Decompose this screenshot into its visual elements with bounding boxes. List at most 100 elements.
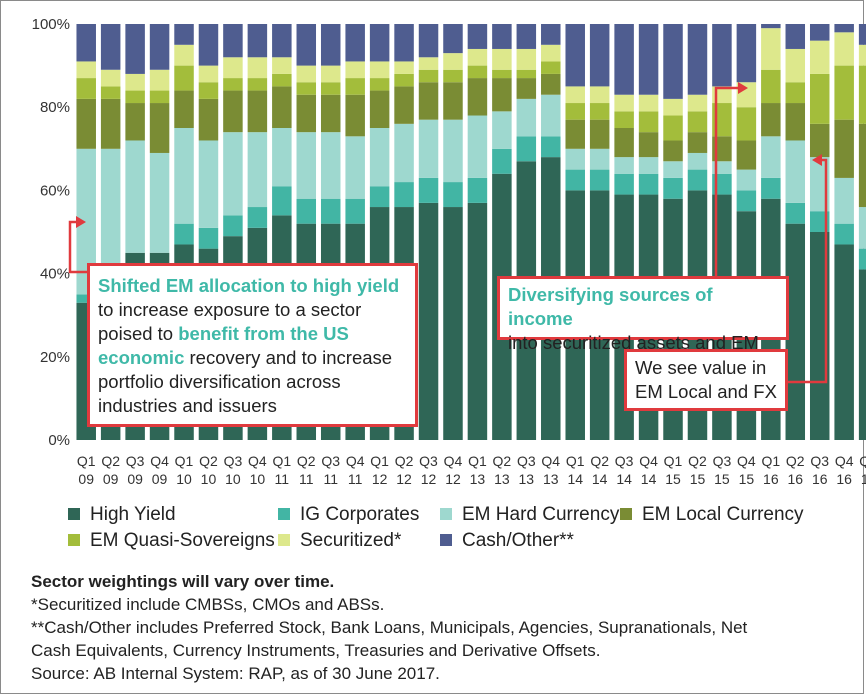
bar-segment-securitized xyxy=(394,61,414,74)
bar-segment-ig-corporates xyxy=(247,207,268,228)
bar-segment-cash-other xyxy=(687,24,708,95)
x-tick-label: 16 xyxy=(787,471,803,487)
bar-segment-em-hard-currency xyxy=(687,152,708,170)
bar-segment-securitized xyxy=(272,57,292,74)
legend: High Yield IG Corporates EM Hard Currency E… xyxy=(68,504,804,551)
bar-segment-high-yield xyxy=(418,202,439,440)
arrow-line xyxy=(714,86,738,276)
note-cash-other: **Cash/Other includes Preferred Stock, B… xyxy=(31,618,748,637)
bar-segment-em-quasi-sovereigns xyxy=(565,103,585,120)
bar-segment-cash-other xyxy=(638,24,659,95)
bar-segment-em-hard-currency xyxy=(541,94,561,137)
x-tick-label: Q2 xyxy=(688,453,707,469)
x-tick-label: Q3 xyxy=(419,453,438,469)
bar-segment-securitized xyxy=(100,69,121,87)
x-tick-label: 14 xyxy=(592,471,608,487)
x-tick-label: Q3 xyxy=(713,453,732,469)
bar-segment-securitized xyxy=(149,69,170,91)
x-tick-label: 11 xyxy=(323,471,338,487)
legend-label: EM Hard Currency xyxy=(462,504,620,525)
bar-segment-em-quasi-sovereigns xyxy=(345,78,365,95)
bar-segment-em-quasi-sovereigns xyxy=(125,90,145,104)
bar-segment-ig-corporates xyxy=(516,136,537,162)
bar-segment-em-quasi-sovereigns xyxy=(369,78,390,91)
annotation-text: poised to benefit from the US xyxy=(98,323,349,344)
bar-segment-em-quasi-sovereigns xyxy=(492,69,512,79)
annotation-text: We see value in xyxy=(635,357,767,378)
x-tick-label: 16 xyxy=(812,471,828,487)
bar-segment-em-hard-currency xyxy=(100,148,121,274)
x-tick-label: Q2 xyxy=(297,453,316,469)
bar-segment-cash-other xyxy=(149,24,170,70)
arrow-line xyxy=(68,220,87,274)
bar-segment-em-hard-currency xyxy=(198,140,219,228)
legend-swatch xyxy=(440,534,452,546)
bar-segment-em-quasi-sovereigns xyxy=(761,69,781,104)
bar-segment-ig-corporates xyxy=(296,198,317,224)
bar-segment-em-local-currency xyxy=(76,98,96,149)
bar-segment-em-quasi-sovereigns xyxy=(247,78,268,91)
arrow-head xyxy=(812,154,822,166)
bar-segment-securitized xyxy=(565,86,585,104)
x-tick-label: 09 xyxy=(78,471,94,487)
bar-segment-em-hard-currency xyxy=(761,136,781,178)
bar-segment-em-hard-currency xyxy=(418,119,439,178)
legend-label: EM Quasi-Sovereigns xyxy=(90,530,275,551)
x-tick-label: Q1 xyxy=(859,453,866,469)
bar-segment-em-local-currency xyxy=(492,78,512,112)
legend-swatch xyxy=(68,508,80,520)
x-tick-label: 15 xyxy=(665,471,681,487)
bar-segment-ig-corporates xyxy=(687,169,708,191)
bar-segment-em-quasi-sovereigns xyxy=(589,103,610,120)
x-tick-label: 15 xyxy=(714,471,730,487)
x-tick-label: 09 xyxy=(127,471,143,487)
bar-segment-securitized xyxy=(687,94,708,112)
x-tick-label: Q4 xyxy=(444,453,463,469)
arrow-head xyxy=(76,216,86,228)
annotation-text: portfolio diversification across xyxy=(98,371,341,392)
bar-segment-em-local-currency xyxy=(272,86,292,128)
bar-segment-cash-other xyxy=(663,24,683,99)
bar-segment-em-hard-currency xyxy=(589,148,610,170)
bar-segment-cash-other xyxy=(272,24,292,58)
x-tick-label: 12 xyxy=(396,471,412,487)
bar-segment-em-hard-currency xyxy=(125,140,145,253)
bar-segment-em-hard-currency xyxy=(149,152,170,253)
annotation-text: to increase exposure to a sector xyxy=(98,299,362,320)
annotation-box-em-local: We see value in EM Local and FX xyxy=(624,349,788,411)
bar-segment-cash-other xyxy=(223,24,243,58)
bar-segment-em-local-currency xyxy=(467,78,488,116)
bar-segment-cash-other xyxy=(394,24,414,62)
bar-segment-em-local-currency xyxy=(174,90,194,128)
bar-segment-em-hard-currency xyxy=(785,140,806,203)
bar-segment-ig-corporates xyxy=(76,294,96,303)
x-tick-label: Q1 xyxy=(370,453,389,469)
bar-segment-cash-other xyxy=(516,24,537,49)
bar-segment-high-yield xyxy=(443,207,463,440)
bar-segment-em-hard-currency xyxy=(492,111,512,149)
bar-segment-securitized xyxy=(247,57,268,79)
bar-segment-em-quasi-sovereigns xyxy=(149,90,170,104)
bar-segment-securitized xyxy=(663,98,683,116)
y-axis: 0% 20% 40% 60% 80% 100% xyxy=(32,16,70,449)
bar-segment-em-local-currency xyxy=(149,103,170,153)
bar-segment-em-hard-currency xyxy=(345,136,365,199)
bar-segment-ig-corporates xyxy=(541,136,561,158)
legend-label: IG Corporates xyxy=(300,504,419,525)
x-tick-label: 12 xyxy=(372,471,388,487)
legend-label: Cash/Other** xyxy=(462,530,575,551)
annotation-highlight: Diversifying sources of income xyxy=(508,284,713,329)
bar-segment-em-local-currency xyxy=(785,103,806,141)
bar-segment-em-local-currency xyxy=(638,132,659,158)
bar-segment-em-local-currency xyxy=(516,78,537,99)
bar-segment-em-local-currency xyxy=(443,82,463,120)
bar-segment-cash-other xyxy=(369,24,390,62)
x-tick-label: Q4 xyxy=(150,453,169,469)
x-tick-label: Q2 xyxy=(395,453,414,469)
bar-segment-em-quasi-sovereigns xyxy=(174,65,194,91)
bar-segment-em-local-currency xyxy=(320,94,341,133)
bar-segment-securitized xyxy=(516,48,537,70)
bar-segment-ig-corporates xyxy=(736,190,757,212)
bar-segment-cash-other xyxy=(418,24,439,58)
bar-segment-high-yield xyxy=(467,202,488,440)
